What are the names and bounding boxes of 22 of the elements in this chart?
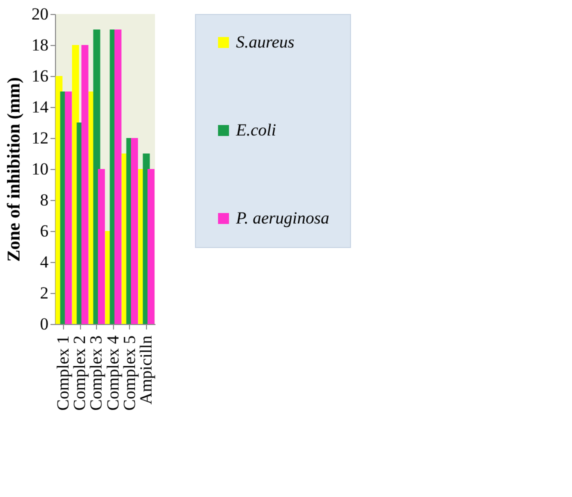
y-tick-label: 16 [32,66,48,86]
y-tick-label: 0 [40,314,48,334]
x-tick-label: Complex 1 [54,336,73,411]
bar [81,45,88,324]
y-tick-label: 10 [32,160,48,178]
legend-label: S.aureus [236,32,295,52]
y-tick-label: 4 [40,252,49,272]
legend-label: P. aeruginosa [235,208,330,228]
bar [98,169,105,324]
y-tick-label: 12 [32,128,48,148]
bar [148,169,155,324]
legend-label: E.coli [235,120,276,140]
bar [114,30,122,324]
bar [130,138,138,324]
y-tick-label: 20 [32,4,48,24]
y-tick-label: 6 [40,222,48,240]
y-tick-label: 2 [40,284,48,302]
y-tick-label: 18 [32,36,48,54]
y-tick-label: 14 [32,98,49,116]
bar [64,92,72,324]
y-axis-title: Zone of inhibition (mm) [4,77,24,262]
y-tick-label: 8 [40,190,48,210]
